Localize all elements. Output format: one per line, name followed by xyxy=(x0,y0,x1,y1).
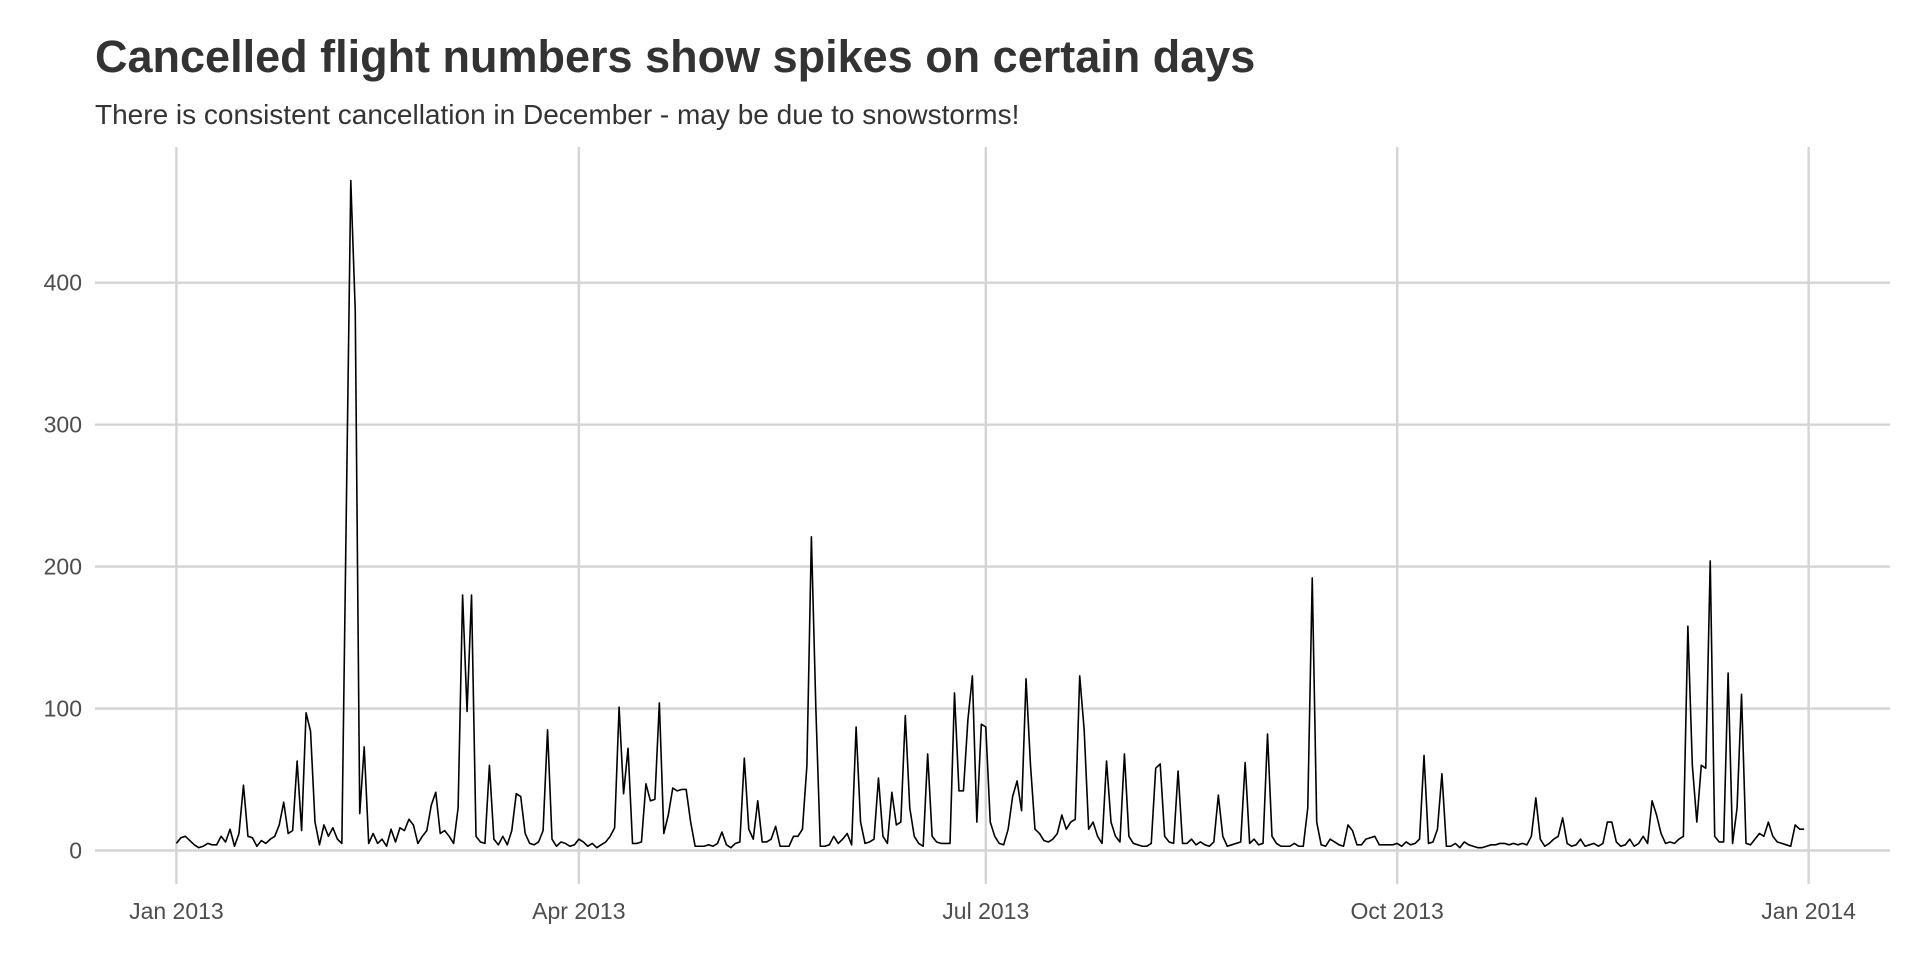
y-tick-label: 0 xyxy=(69,838,82,864)
y-tick-label: 200 xyxy=(44,554,82,580)
y-tick-label: 300 xyxy=(44,412,82,438)
x-tick-label: Apr 2013 xyxy=(532,898,625,924)
x-tick-label: Oct 2013 xyxy=(1351,898,1444,924)
y-tick-label: 100 xyxy=(44,696,82,722)
x-tick-label: Jan 2013 xyxy=(129,898,224,924)
chart-title: Cancelled flight numbers show spikes on … xyxy=(95,31,1255,82)
y-tick-label: 400 xyxy=(44,270,82,296)
x-tick-label: Jul 2013 xyxy=(942,898,1029,924)
data-line xyxy=(175,179,1805,849)
chart-subtitle: There is consistent cancellation in Dece… xyxy=(95,99,1019,130)
plot-area xyxy=(175,179,1805,849)
grid: 0 100 200 300 400 Jan 2013 Apr 2013 Jul 2013 Oct… xyxy=(44,147,1890,924)
x-tick-label: Jan 2014 xyxy=(1761,898,1856,924)
